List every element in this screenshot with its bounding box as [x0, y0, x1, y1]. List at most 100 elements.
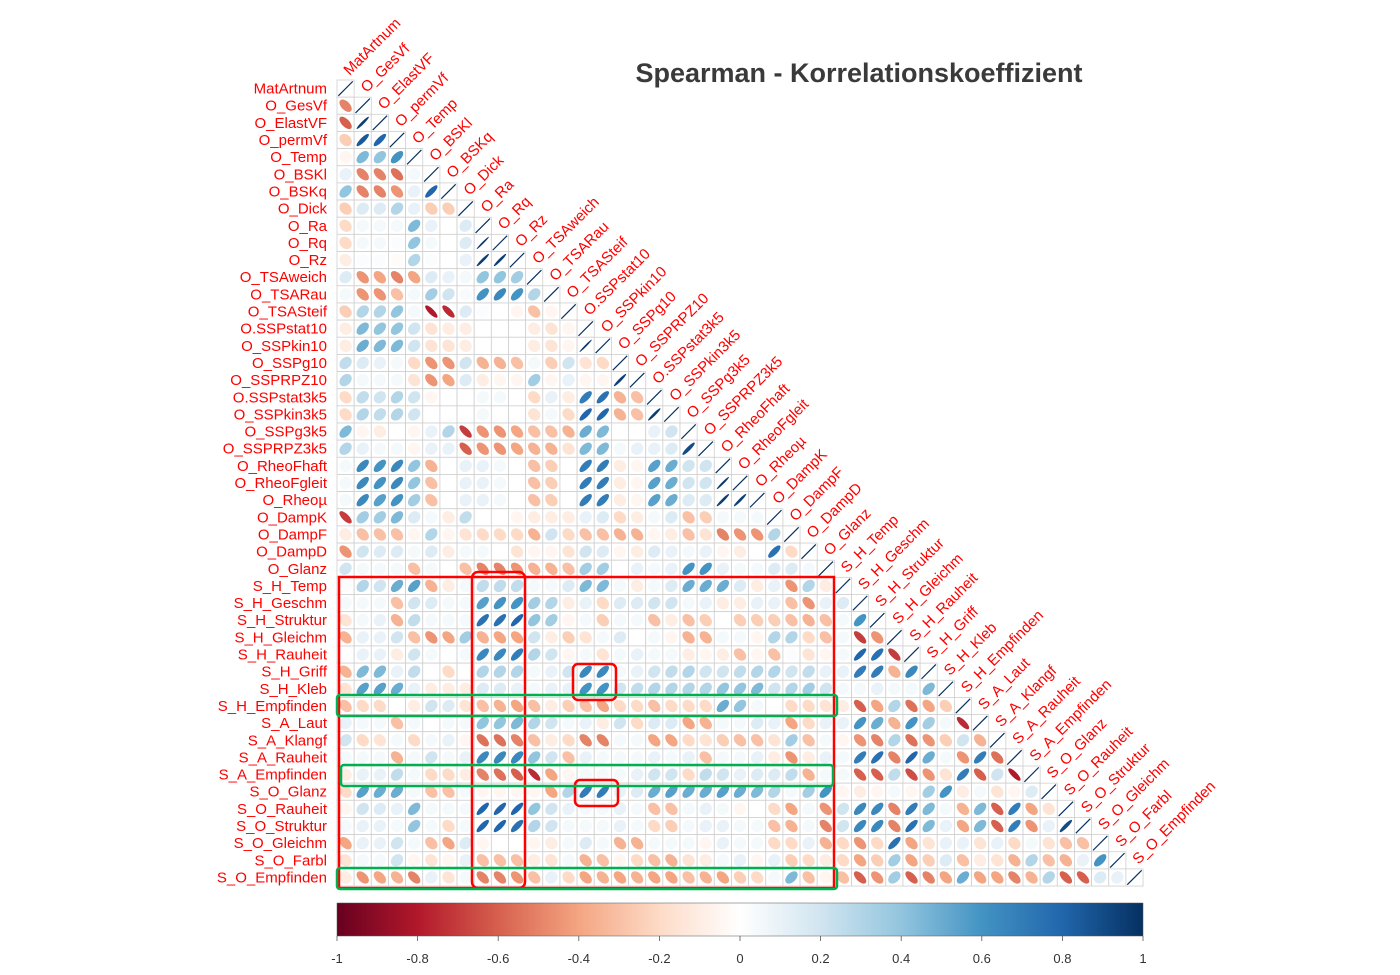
correlation-ellipse [852, 595, 868, 611]
correlation-ellipse [612, 355, 628, 371]
correlation-ellipse [751, 648, 764, 661]
correlation-ellipse [579, 356, 592, 370]
correlation-ellipse [373, 459, 387, 473]
correlation-ellipse [493, 648, 507, 661]
row-label: O_Dick [278, 201, 328, 218]
correlation-ellipse [630, 545, 644, 558]
correlation-ellipse [408, 648, 421, 661]
correlation-ellipse [493, 854, 507, 867]
correlation-ellipse [956, 768, 970, 781]
correlation-ellipse [595, 338, 611, 354]
correlation-ellipse [562, 802, 575, 816]
correlation-ellipse [785, 596, 798, 610]
correlation-ellipse [888, 751, 901, 764]
correlation-ellipse [339, 202, 352, 215]
correlation-ellipse [630, 476, 644, 490]
correlation-ellipse [648, 408, 661, 421]
correlation-ellipse [493, 459, 507, 473]
correlation-ellipse [408, 356, 421, 370]
correlation-ellipse [562, 356, 575, 370]
correlation-ellipse [630, 665, 644, 678]
correlation-ellipse [408, 391, 421, 404]
correlation-ellipse [751, 631, 764, 644]
correlation-ellipse [716, 476, 730, 490]
correlation-ellipse [425, 751, 438, 764]
correlation-ellipse [356, 202, 369, 215]
correlation-ellipse [425, 854, 438, 867]
correlation-ellipse [442, 425, 455, 438]
correlation-ellipse [665, 528, 678, 541]
correlation-ellipse [1059, 837, 1073, 850]
correlation-ellipse [785, 854, 798, 867]
correlation-ellipse [613, 408, 627, 421]
correlation-ellipse [356, 734, 369, 747]
correlation-ellipse [390, 151, 404, 164]
correlation-ellipse [390, 682, 404, 695]
correlation-ellipse [390, 219, 404, 232]
correlation-ellipse [751, 768, 764, 781]
correlation-ellipse [459, 648, 472, 661]
correlation-ellipse [578, 321, 594, 337]
correlation-ellipse [339, 236, 352, 250]
correlation-ellipse [682, 699, 695, 713]
correlation-ellipse [408, 528, 421, 541]
correlation-ellipse [733, 751, 747, 764]
correlation-ellipse [1025, 785, 1038, 798]
correlation-ellipse [648, 819, 661, 833]
correlation-ellipse [699, 476, 712, 490]
correlation-ellipse [716, 716, 730, 730]
correlation-ellipse [459, 837, 472, 850]
correlation-ellipse [630, 768, 644, 781]
correlation-ellipse [425, 408, 438, 421]
correlation-ellipse [905, 768, 918, 781]
correlation-ellipse [630, 579, 644, 593]
correlation-ellipse [510, 442, 524, 455]
correlation-ellipse [425, 648, 438, 661]
correlation-ellipse [733, 854, 747, 867]
correlation-ellipse [528, 716, 541, 730]
correlation-ellipse [922, 785, 935, 798]
correlation-ellipse [459, 408, 472, 421]
correlation-ellipse [545, 339, 558, 352]
correlation-ellipse [939, 785, 952, 798]
correlation-ellipse [733, 648, 747, 661]
correlation-ellipse [510, 391, 524, 404]
correlation-ellipse [579, 871, 592, 884]
row-label: S_H_Struktur [237, 612, 327, 629]
correlation-ellipse [613, 596, 627, 610]
correlation-ellipse [579, 562, 592, 575]
row-label: S_O_Rauheit [237, 801, 328, 818]
correlation-ellipse [682, 751, 695, 764]
correlation-ellipse [562, 494, 575, 507]
correlation-ellipse [442, 648, 455, 661]
correlation-ellipse [1025, 871, 1038, 884]
correlation-ellipse [785, 716, 798, 730]
correlation-ellipse [888, 734, 901, 747]
correlation-ellipse [510, 305, 524, 318]
correlation-ellipse [373, 253, 387, 267]
correlation-ellipse [991, 751, 1004, 764]
correlation-ellipse [613, 373, 627, 387]
row-label: O_DampF [258, 526, 327, 543]
correlation-ellipse [339, 219, 352, 232]
correlation-ellipse [630, 425, 644, 438]
correlation-ellipse [939, 699, 952, 713]
correlation-ellipse [630, 682, 644, 695]
correlation-ellipse [510, 768, 524, 781]
correlation-ellipse [613, 494, 627, 507]
correlation-ellipse [510, 373, 524, 387]
correlation-ellipse [545, 734, 558, 747]
chart-title: Spearman - Korrelationskoeffizient [635, 58, 1082, 88]
correlation-ellipse [596, 699, 609, 713]
correlation-ellipse [440, 183, 457, 200]
correlation-ellipse [373, 751, 387, 764]
correlation-ellipse [476, 579, 489, 593]
correlation-ellipse [528, 476, 541, 490]
correlation-ellipse [442, 631, 455, 644]
row-label: S_H_Geschm [234, 595, 327, 612]
correlation-ellipse [613, 391, 627, 404]
correlation-ellipse [442, 391, 455, 404]
correlation-ellipse [699, 854, 712, 867]
highlight-row-s-o-empfinden [335, 866, 839, 891]
correlation-ellipse [836, 734, 850, 747]
